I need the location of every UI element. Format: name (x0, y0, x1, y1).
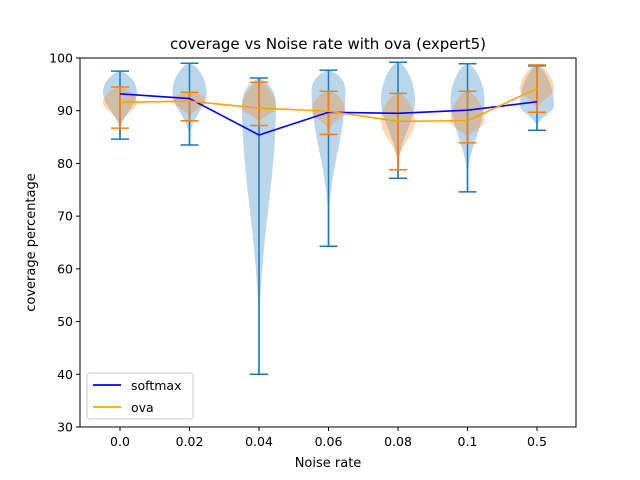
y-tick-label: 50 (57, 314, 73, 329)
x-tick-label: 0.06 (315, 434, 343, 449)
legend-label-softmax: softmax (131, 378, 181, 393)
y-tick-label: 60 (57, 261, 73, 276)
x-tick-label: 0.1 (458, 434, 478, 449)
y-tick-label: 40 (57, 367, 73, 382)
y-axis: 30 40 50 60 70 80 90 100 (49, 51, 80, 435)
mean-line-ova (119, 87, 538, 123)
x-tick-label: 0.04 (245, 434, 273, 449)
x-tick-label: 0.08 (384, 434, 412, 449)
mean-lines-layer (119, 87, 538, 136)
whiskers-layer (111, 61, 546, 376)
chart-title: coverage vs Noise rate with ova (expert5… (170, 35, 486, 53)
mean-line-softmax (119, 93, 538, 136)
x-tick-label: 0.0 (110, 434, 130, 449)
x-axis-title: Noise rate (295, 456, 362, 471)
y-tick-label: 70 (57, 209, 73, 224)
y-tick-label: 30 (57, 420, 73, 435)
y-tick-label: 80 (57, 156, 73, 171)
legend-label-ova: ova (131, 400, 154, 415)
legend: softmax ova (86, 372, 194, 420)
x-axis: 0.0 0.02 0.04 0.06 0.08 0.1 0.5 (110, 427, 547, 449)
x-tick-label: 0.02 (176, 434, 204, 449)
x-tick-label: 0.5 (527, 434, 547, 449)
y-axis-title: coverage percentage (24, 173, 39, 312)
y-tick-label: 90 (57, 103, 73, 118)
y-tick-label: 100 (49, 51, 73, 66)
